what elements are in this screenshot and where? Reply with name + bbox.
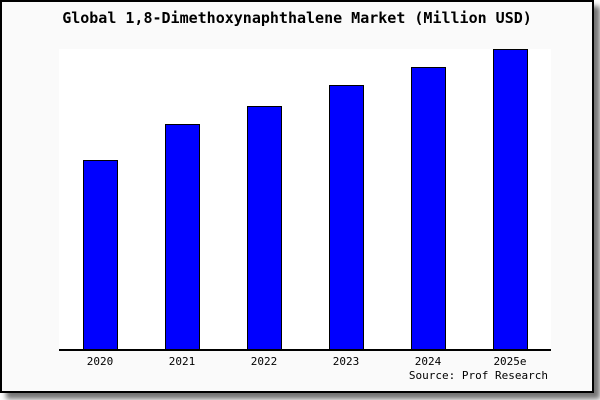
x-tick-label-2022: 2022: [250, 355, 278, 368]
x-tick-label-2024: 2024: [414, 355, 442, 368]
x-tick-label-2025e: 2025e: [493, 355, 527, 368]
x-tick-label-2023: 2023: [332, 355, 360, 368]
bar-2023: [328, 85, 364, 349]
x-tick-label-2020: 2020: [86, 355, 114, 368]
source-label: Source: Prof Research: [408, 369, 548, 382]
chart-title: Global 1,8-Dimethoxynaphthalene Market (…: [62, 9, 532, 27]
x-tick-label-2021: 2021: [168, 355, 196, 368]
chart-panel: Global 1,8-Dimethoxynaphthalene Market (…: [0, 0, 594, 393]
bar-2025e: [492, 49, 528, 349]
plot-area: [59, 49, 551, 351]
bar-2024: [410, 67, 446, 349]
bar-2022: [246, 106, 282, 349]
bar-2021: [164, 124, 200, 349]
bar-2020: [82, 160, 118, 349]
